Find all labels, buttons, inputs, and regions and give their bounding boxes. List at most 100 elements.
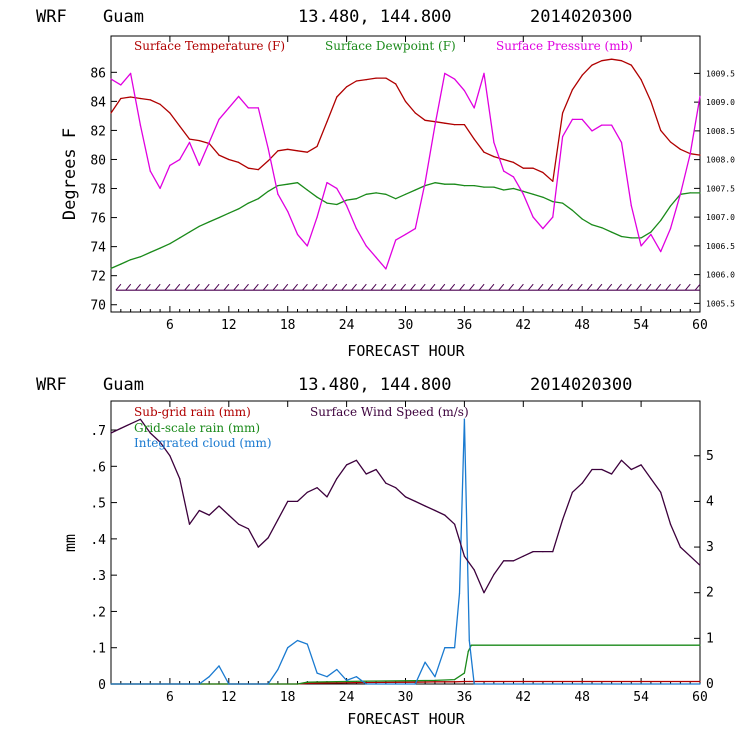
data-point-surface-wind-speed [414, 500, 416, 502]
data-point-surface-wind-speed [296, 500, 299, 502]
wind-barb [684, 283, 691, 291]
data-point-surface-dewpoint [552, 201, 554, 203]
data-point-surface-temperature [562, 112, 564, 114]
wind-barb [213, 283, 220, 291]
data-point-surface-wind-speed [404, 496, 407, 498]
data-point-surface-pressure [611, 124, 613, 126]
data-point-surface-pressure [562, 136, 564, 138]
x-tick-label: 60 [692, 318, 708, 333]
wind-barb [400, 283, 406, 291]
data-point-surface-wind-speed [650, 478, 652, 480]
legend-integrated-cloud: Integrated cloud (mm) [134, 436, 272, 450]
data-point-surface-temperature [120, 97, 122, 100]
data-point-integrated-cloud [424, 661, 426, 663]
data-point-surface-pressure [669, 228, 672, 230]
data-point-surface-wind-speed [669, 523, 672, 525]
data-point-surface-temperature [326, 121, 328, 123]
y2-tick-label: 1008.5 [706, 127, 735, 136]
wind-barb [331, 283, 338, 291]
y2-tick-label: 1008.0 [706, 156, 735, 165]
data-point-surface-dewpoint [149, 251, 151, 253]
data-point-surface-dewpoint [512, 187, 515, 190]
legend-grid-scale-rain: Grid-scale rain (mm) [134, 421, 260, 435]
data-point-surface-wind-speed [591, 468, 593, 471]
panel1-init-time: 2014020300 [530, 7, 632, 27]
data-point-surface-temperature [512, 161, 515, 163]
data-point-surface-dewpoint [395, 198, 397, 200]
wind-barb [596, 283, 603, 291]
data-point-surface-pressure [542, 228, 544, 230]
x-tick-label: 42 [515, 690, 531, 705]
data-point-grid-scale-rain [470, 644, 472, 646]
legend-surface-dewpoint: Surface Dewpoint (F) [325, 39, 456, 53]
data-point-surface-dewpoint [483, 186, 485, 188]
wind-barb [144, 283, 151, 291]
wind-barb [518, 283, 524, 291]
data-point-surface-temperature [660, 129, 662, 131]
data-point-surface-pressure [326, 182, 328, 184]
x-tick-label: 54 [633, 318, 649, 333]
data-point-surface-temperature [385, 77, 387, 79]
data-point-surface-dewpoint [218, 217, 220, 219]
data-point-surface-wind-speed [542, 551, 544, 553]
data-point-surface-wind-speed [287, 500, 289, 502]
data-point-surface-wind-speed [257, 546, 259, 548]
data-point-surface-wind-speed [169, 455, 171, 457]
data-point-surface-wind-speed [110, 432, 112, 434]
data-point-grid-scale-rain [467, 650, 469, 652]
y2-tick-label: 1006.5 [706, 242, 735, 251]
data-point-surface-temperature [473, 138, 475, 140]
data-point-surface-wind-speed [620, 459, 623, 461]
panel2-x-axis-label: FORECAST HOUR [347, 710, 465, 728]
data-point-surface-temperature [228, 158, 230, 161]
wind-barb [370, 283, 377, 291]
data-point-surface-pressure [630, 205, 632, 207]
wind-barb [547, 283, 554, 291]
y2-tick-label: 1006.0 [706, 271, 735, 280]
data-point-surface-wind-speed [120, 427, 122, 429]
wind-barbs [115, 283, 701, 291]
panel2-init-time: 2014020300 [530, 375, 632, 395]
data-point-surface-pressure [591, 130, 593, 132]
data-point-surface-temperature [669, 141, 672, 143]
data-point-surface-wind-speed [395, 487, 397, 489]
data-point-surface-dewpoint [287, 183, 289, 185]
data-point-surface-pressure [188, 141, 191, 143]
data-point-surface-pressure [660, 251, 662, 253]
x-tick-label: 48 [574, 318, 590, 333]
panel2-location: Guam [103, 375, 144, 395]
data-point-integrated-cloud [355, 676, 357, 678]
data-point-integrated-cloud [306, 643, 308, 645]
x-tick-label: 6 [166, 690, 174, 705]
data-point-surface-wind-speed [562, 519, 564, 521]
wind-barb [449, 283, 456, 291]
data-point-surface-wind-speed [365, 473, 367, 475]
data-point-surface-temperature [424, 119, 426, 121]
y2-tick-label: 4 [706, 494, 714, 509]
data-point-surface-pressure [454, 78, 456, 80]
data-point-surface-pressure [316, 216, 318, 218]
data-point-surface-pressure [149, 170, 151, 172]
series-line-integrated-cloud [111, 418, 700, 685]
data-point-surface-pressure [532, 216, 534, 218]
data-point-surface-dewpoint [522, 190, 524, 192]
wind-barb [311, 283, 318, 291]
y2-tick-label: 5 [706, 449, 714, 464]
y2-tick-label: 2 [706, 586, 714, 601]
data-point-surface-wind-speed [267, 537, 269, 539]
data-point-integrated-cloud [699, 683, 701, 685]
data-point-surface-dewpoint [296, 182, 299, 184]
data-point-surface-temperature [522, 167, 524, 169]
data-point-surface-pressure [306, 245, 308, 247]
data-point-surface-pressure [473, 107, 475, 109]
y2-tick-label: 3 [706, 540, 714, 555]
data-point-surface-temperature [110, 112, 112, 114]
wind-barb [567, 283, 573, 291]
data-point-surface-dewpoint [669, 205, 672, 207]
data-point-surface-wind-speed [179, 478, 181, 480]
wind-barb [184, 283, 191, 291]
x-tick-label: 54 [633, 690, 649, 705]
data-point-integrated-cloud [228, 683, 230, 685]
x-tick-label: 12 [221, 690, 237, 705]
y-tick-label: .6 [90, 460, 106, 475]
